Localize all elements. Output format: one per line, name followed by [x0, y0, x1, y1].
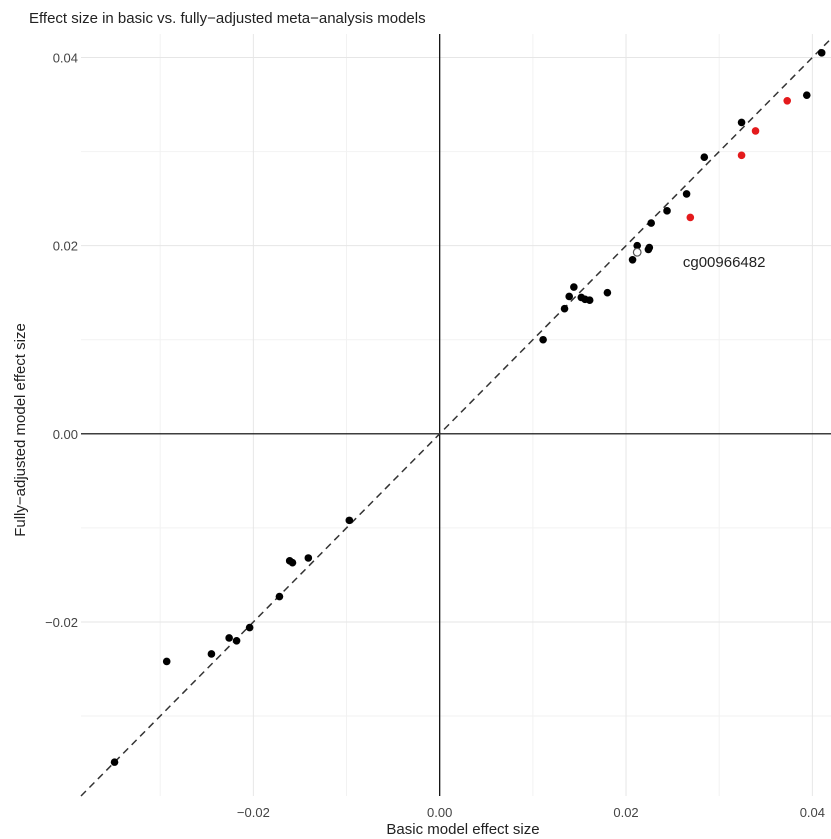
- data-point-black: [288, 558, 297, 567]
- data-point-black: [565, 292, 573, 301]
- data-points: [110, 49, 826, 766]
- x-axis-label: Basic model effect size: [386, 821, 539, 838]
- data-point-red: [751, 127, 760, 135]
- data-point-black: [603, 288, 612, 297]
- x-tick-label: 0.02: [613, 805, 638, 820]
- y-tick-label: 0.02: [53, 239, 78, 254]
- data-point-black: [207, 650, 216, 658]
- data-point-red: [686, 213, 695, 222]
- y-axis-tick-labels: −0.02 0.00 0.02 0.04: [45, 51, 78, 630]
- data-point-black: [162, 657, 171, 666]
- chart-title: Effect size in basic vs. fully−adjusted …: [29, 10, 426, 27]
- data-point-black: [633, 241, 642, 250]
- data-point-black: [802, 91, 811, 99]
- data-point-black: [585, 296, 594, 305]
- x-axis-tick-labels: −0.02 0.00 0.02 0.04: [237, 805, 825, 820]
- data-point-black: [737, 118, 746, 127]
- data-point-hollow: [632, 247, 642, 257]
- data-point-black: [110, 758, 119, 766]
- data-point-black: [275, 592, 284, 601]
- data-point-black: [345, 516, 354, 525]
- dashed-identity-line: [80, 38, 831, 797]
- identity-reference-line: [80, 38, 831, 797]
- y-axis-label: Fully−adjusted model effect size: [12, 323, 29, 537]
- data-point-black: [628, 255, 637, 264]
- data-point-red: [737, 151, 746, 160]
- data-point-black: [700, 153, 709, 162]
- data-point-black: [570, 283, 578, 291]
- x-tick-label: 0.04: [800, 805, 825, 820]
- y-tick-label: 0.04: [53, 51, 78, 66]
- annotations: cg00966482: [683, 254, 766, 271]
- x-tick-label: 0.00: [427, 805, 452, 820]
- data-point-black: [663, 207, 671, 215]
- y-tick-label: −0.02: [45, 615, 78, 630]
- zero-axis-lines: [81, 34, 831, 796]
- data-point-black: [245, 623, 254, 632]
- y-tick-label: 0.00: [53, 427, 78, 442]
- data-point-black: [225, 634, 233, 642]
- data-point-black: [647, 219, 655, 227]
- data-point-black: [304, 554, 313, 562]
- data-point-red: [783, 96, 792, 105]
- data-point-black: [560, 304, 569, 313]
- data-point-black: [645, 243, 654, 252]
- data-point-black: [539, 335, 547, 344]
- point-annotation-label: cg00966482: [683, 254, 766, 271]
- data-point-black: [232, 636, 241, 645]
- data-point-black: [817, 49, 826, 57]
- data-point-black: [682, 190, 691, 198]
- x-tick-label: −0.02: [237, 805, 270, 820]
- minor-gridlines: [81, 34, 831, 796]
